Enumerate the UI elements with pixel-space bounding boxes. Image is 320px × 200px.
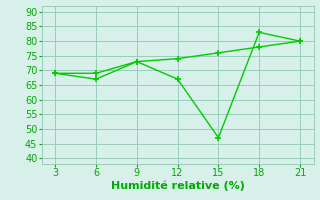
X-axis label: Humidité relative (%): Humidité relative (%): [111, 181, 244, 191]
